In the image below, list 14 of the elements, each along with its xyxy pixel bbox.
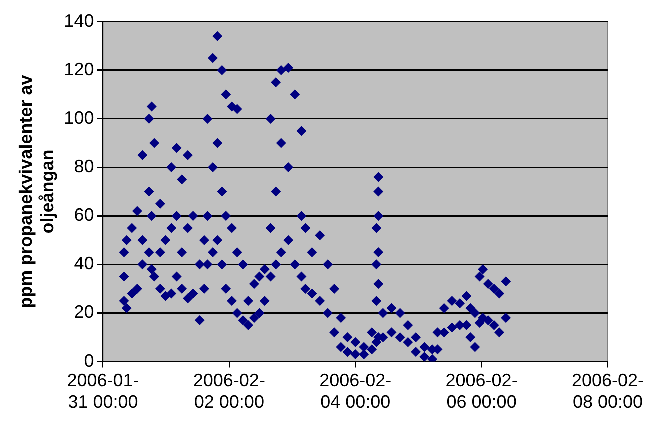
x-tick-label: 2006-02-04 00:00 [320,370,392,412]
x-tick-label: 2006-02-08 00:00 [572,370,644,412]
x-tick-label: 2006-01-31 00:00 [67,370,140,412]
y-tick-label: 40 [74,254,94,274]
y-tick-label: 0 [84,350,94,371]
y-tick-label: 120 [64,59,94,80]
y-tick-label: 20 [74,302,94,322]
y-tick-label: 80 [74,156,94,176]
y-tick-label: 60 [74,205,94,226]
x-tick-label: 2006-02-06 00:00 [446,370,518,412]
y-tick-label: 100 [64,108,94,128]
x-tick-label: 2006-02-02 00:00 [193,370,266,412]
y-tick-label: 140 [64,10,94,31]
y-axis-title: ppm propanekvivalenter av oljeångan [16,75,58,308]
